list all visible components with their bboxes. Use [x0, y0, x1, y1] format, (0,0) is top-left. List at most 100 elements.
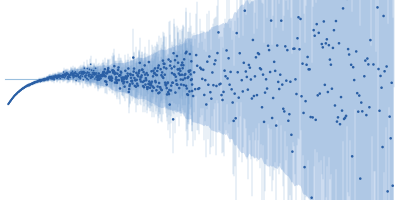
Point	[203, 103, 210, 106]
Point	[74, 74, 81, 77]
Point	[141, 86, 147, 89]
Point	[32, 80, 39, 83]
Point	[179, 73, 185, 76]
Point	[230, 119, 237, 122]
Point	[69, 74, 76, 77]
Point	[34, 80, 40, 83]
Point	[202, 79, 208, 82]
Point	[72, 72, 79, 75]
Point	[114, 79, 121, 82]
Point	[67, 73, 74, 76]
Point	[56, 74, 63, 77]
Point	[188, 78, 195, 81]
Point	[134, 74, 141, 77]
Point	[147, 86, 153, 89]
Point	[145, 82, 152, 86]
Point	[38, 79, 45, 82]
Point	[58, 75, 64, 78]
Point	[82, 76, 89, 79]
Point	[62, 73, 69, 76]
Point	[138, 80, 144, 83]
Point	[67, 76, 73, 79]
Point	[211, 63, 218, 66]
Point	[250, 38, 256, 42]
Point	[68, 72, 75, 75]
Point	[349, 155, 355, 158]
Point	[216, 83, 223, 86]
Point	[82, 71, 88, 74]
Point	[71, 74, 78, 77]
Point	[28, 82, 35, 85]
Point	[75, 73, 81, 77]
Point	[106, 75, 113, 78]
Point	[42, 78, 48, 81]
Point	[143, 77, 149, 80]
Point	[104, 70, 111, 73]
Point	[276, 87, 282, 91]
Point	[214, 51, 221, 55]
Point	[47, 76, 54, 79]
Point	[341, 117, 347, 121]
Point	[180, 64, 186, 67]
Point	[41, 77, 48, 81]
Point	[83, 74, 90, 77]
Point	[79, 75, 86, 78]
Point	[92, 72, 98, 75]
Point	[99, 73, 105, 77]
Point	[326, 44, 332, 47]
Point	[56, 75, 62, 79]
Point	[364, 57, 370, 60]
Point	[72, 70, 79, 73]
Point	[21, 86, 28, 89]
Point	[281, 110, 288, 113]
Point	[130, 56, 136, 59]
Point	[331, 29, 337, 32]
Point	[56, 75, 62, 78]
Point	[96, 72, 102, 75]
Point	[5, 103, 11, 106]
Point	[29, 82, 35, 85]
Point	[41, 79, 47, 82]
Point	[149, 89, 156, 93]
Point	[151, 72, 157, 75]
Point	[155, 66, 161, 69]
Point	[128, 73, 134, 76]
Point	[45, 77, 52, 80]
Point	[146, 80, 152, 83]
Point	[90, 76, 96, 79]
Point	[20, 87, 26, 90]
Point	[9, 97, 16, 100]
Point	[194, 64, 200, 67]
Point	[42, 77, 48, 80]
Point	[38, 78, 44, 81]
Point	[378, 86, 385, 89]
Point	[103, 72, 109, 75]
Point	[165, 91, 172, 94]
Point	[186, 90, 193, 93]
Point	[89, 75, 96, 78]
Point	[279, 83, 286, 86]
Point	[170, 118, 176, 121]
Point	[316, 31, 322, 34]
Point	[111, 70, 117, 73]
Point	[240, 61, 247, 64]
Point	[77, 72, 83, 75]
Point	[31, 81, 38, 85]
Point	[178, 78, 184, 81]
Point	[30, 82, 36, 85]
Point	[56, 75, 62, 78]
Point	[366, 106, 372, 109]
Point	[46, 76, 52, 79]
Point	[9, 97, 16, 100]
Point	[115, 66, 122, 69]
Point	[54, 77, 60, 80]
Point	[158, 88, 164, 91]
Point	[144, 86, 150, 89]
Point	[89, 73, 95, 76]
Point	[173, 75, 179, 78]
Point	[345, 48, 351, 51]
Point	[34, 80, 40, 84]
Point	[48, 77, 54, 80]
Point	[15, 91, 21, 94]
Point	[126, 88, 132, 91]
